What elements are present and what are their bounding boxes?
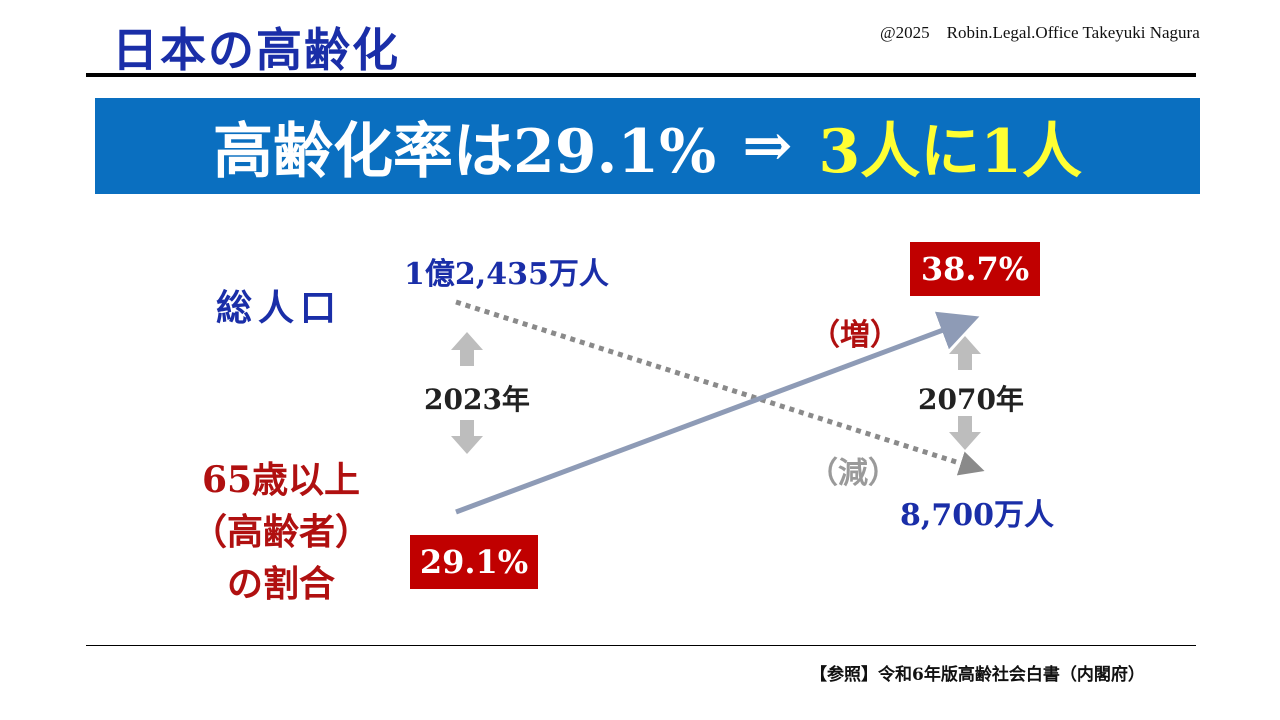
copyright-text: @2025 Robin.Legal.Office Takeyuki Nagura <box>880 23 1200 42</box>
aging-rate-label: 65歳以上 （高齢者） の割合 <box>186 454 376 610</box>
population-2023-value: 1億2,435万人 <box>404 257 609 292</box>
year-2070-double-arrow <box>949 336 981 450</box>
year-end-label: 2070年 <box>918 383 1024 416</box>
aging-increase-arrow <box>455 311 980 515</box>
population-label: 総人口 <box>216 287 343 329</box>
population-2070-value: 8,700万人 <box>900 498 1054 533</box>
aging-2023-badge: 29.1% <box>410 535 538 589</box>
down-arrow-icon <box>949 416 981 450</box>
page-title: 日本の高齢化 <box>112 23 400 77</box>
aging-label-line: 65歳以上 <box>201 459 361 501</box>
headline-banner-text: 高齢化率は29.1% ⇒ 3人に1人 <box>95 98 1200 194</box>
up-arrow-icon <box>451 332 483 366</box>
headline-banner <box>95 98 1200 194</box>
decrease-label: （減） <box>808 456 898 491</box>
headline-highlight-text: 3人に1人 <box>818 116 1082 187</box>
headline-arrow: ⇒ <box>742 111 793 181</box>
title-divider <box>86 73 1196 77</box>
year-2023-double-arrow <box>451 332 483 454</box>
increase-label: （増） <box>810 318 900 353</box>
footer-divider <box>86 645 1196 646</box>
aging-label-line: （高齢者） <box>190 511 371 553</box>
up-arrow-icon <box>949 336 981 370</box>
down-arrow-icon <box>451 420 483 454</box>
aging-label-line: の割合 <box>226 563 335 605</box>
headline-main-text: 高齢化率は29.1% <box>213 116 717 187</box>
year-start-label: 2023年 <box>424 383 530 416</box>
population-decrease-arrow <box>455 299 985 476</box>
source-citation: 【参照】令和6年版高齢社会白書（内閣府） <box>810 665 1145 685</box>
aging-2070-badge: 38.7% <box>910 242 1040 296</box>
